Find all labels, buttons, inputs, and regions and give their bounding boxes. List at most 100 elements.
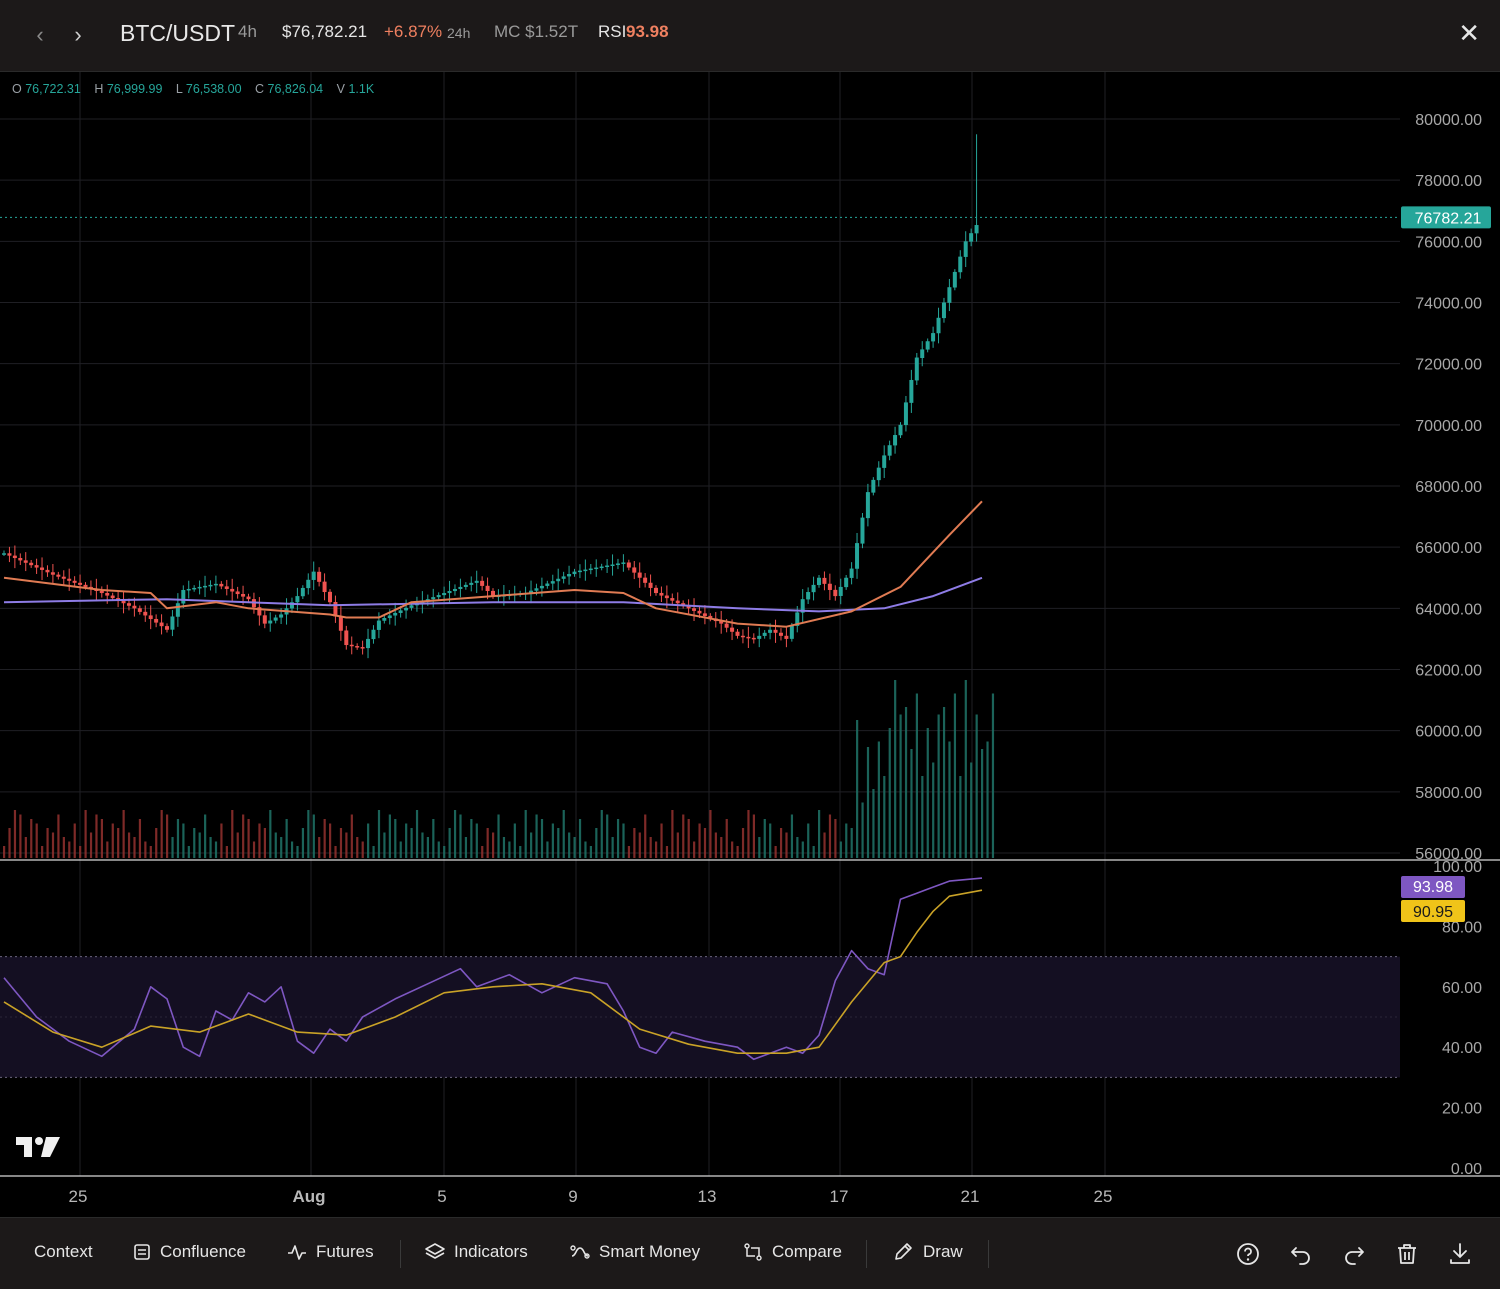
undo-icon[interactable] [1287,1240,1315,1268]
volume-bar [24,837,27,858]
indicators-label: Indicators [454,1242,528,1261]
volume-bar [502,837,506,858]
candle-body [393,612,398,616]
candle-body [637,572,642,578]
context-button[interactable]: Context [34,1242,93,1262]
volume-bar [481,846,484,858]
compare-button[interactable]: Compare [742,1242,842,1262]
trash-icon[interactable] [1393,1240,1421,1268]
download-icon[interactable] [1446,1240,1474,1268]
candle-body [355,646,360,648]
rsi-value-tag-label: 93.98 [1413,879,1453,896]
volume-bar [394,819,397,858]
candle-body [648,582,653,588]
candle-body [61,576,66,579]
price-axis-tick: 60000.00 [1415,724,1482,741]
candle [246,593,251,602]
candle [45,565,50,577]
candle [637,562,642,588]
candle-body [654,587,658,594]
candle [778,628,783,641]
time-axis-tick: 13 [698,1187,717,1206]
rsi-ma-value-tag [1401,900,1465,922]
candle [909,369,914,413]
volume-bar [492,832,495,858]
candle-body [409,605,414,608]
indicators-button[interactable]: Indicators [424,1242,528,1262]
back-arrow-icon[interactable]: ‹ [36,22,44,47]
volume-bar [258,823,261,858]
candle-body [583,569,588,572]
draw-button[interactable]: Draw [893,1242,963,1262]
volume-bar [3,846,6,858]
volume-bar [350,814,353,858]
candle-body [659,592,664,596]
rsi-header-value: 93.98 [626,22,669,41]
volume-bar [127,832,131,858]
price-axis-tick: 72000.00 [1415,357,1482,374]
candle-body [262,615,267,624]
volume-bar [231,810,234,858]
confluence-label: Confluence [160,1242,247,1261]
help-icon[interactable] [1234,1240,1262,1268]
candle [702,605,707,625]
candle [322,573,327,601]
candle-body [2,553,6,555]
volume-bar [89,832,93,858]
candle-body [7,553,12,556]
candle [675,592,680,612]
volume-bar [372,846,375,858]
volume-bar [991,693,995,858]
candle [393,602,398,626]
close-icon[interactable]: ✕ [1458,18,1480,48]
volume-bar [62,837,65,858]
candle-body [12,555,17,559]
forward-arrow-icon[interactable]: › [74,22,82,47]
rsi-axis-tick: 40.00 [1442,1040,1482,1057]
volume-bar [508,841,511,858]
volume-value: 1.1K [348,82,375,96]
volume-bar [318,837,321,858]
candle-body [83,584,88,587]
smart-money-button[interactable]: Smart Money [569,1242,700,1262]
volume-bar [937,714,940,858]
volume-bar [160,810,163,858]
candle [382,615,387,624]
candle-body [387,615,392,619]
candle-body [773,629,778,633]
candle-body [235,591,240,595]
candle-body [708,615,713,619]
candle [615,558,620,570]
candle-body [18,557,23,561]
rsi-header-label: RSI [598,22,627,41]
volume-bar [834,819,837,858]
candle [893,426,898,454]
candle [224,579,229,596]
candle [99,586,104,598]
volume-bar [524,810,527,858]
volume-bar [426,837,429,858]
time-axis-tick: 25 [69,1187,88,1206]
candle-body [762,632,767,636]
volume-bar [535,814,538,858]
candle [626,559,631,571]
confluence-button[interactable]: Confluence [132,1242,246,1262]
volume-bar [682,814,685,858]
price-label: $76,782.21 [282,22,368,41]
price-axis-tick: 66000.00 [1415,540,1482,557]
candle [844,574,849,590]
volume-bar [453,810,457,858]
time-axis-tick: 21 [961,1187,980,1206]
redo-icon[interactable] [1340,1240,1368,1268]
price-chart[interactable]: 80000.00 78000.00 76000.00 74000.00 72000.00… [0,72,1500,1217]
candle [474,570,479,593]
candle-body [974,225,979,234]
candle-body [203,585,208,588]
volume-bar [149,846,152,858]
candle-body [817,577,821,586]
futures-button[interactable]: Futures [286,1242,374,1262]
symbol-label[interactable]: BTC/USDT [120,20,235,46]
interval-label[interactable]: 4h [238,22,257,41]
time-axis-tick: Aug [292,1187,325,1206]
volume-bar [345,832,348,858]
